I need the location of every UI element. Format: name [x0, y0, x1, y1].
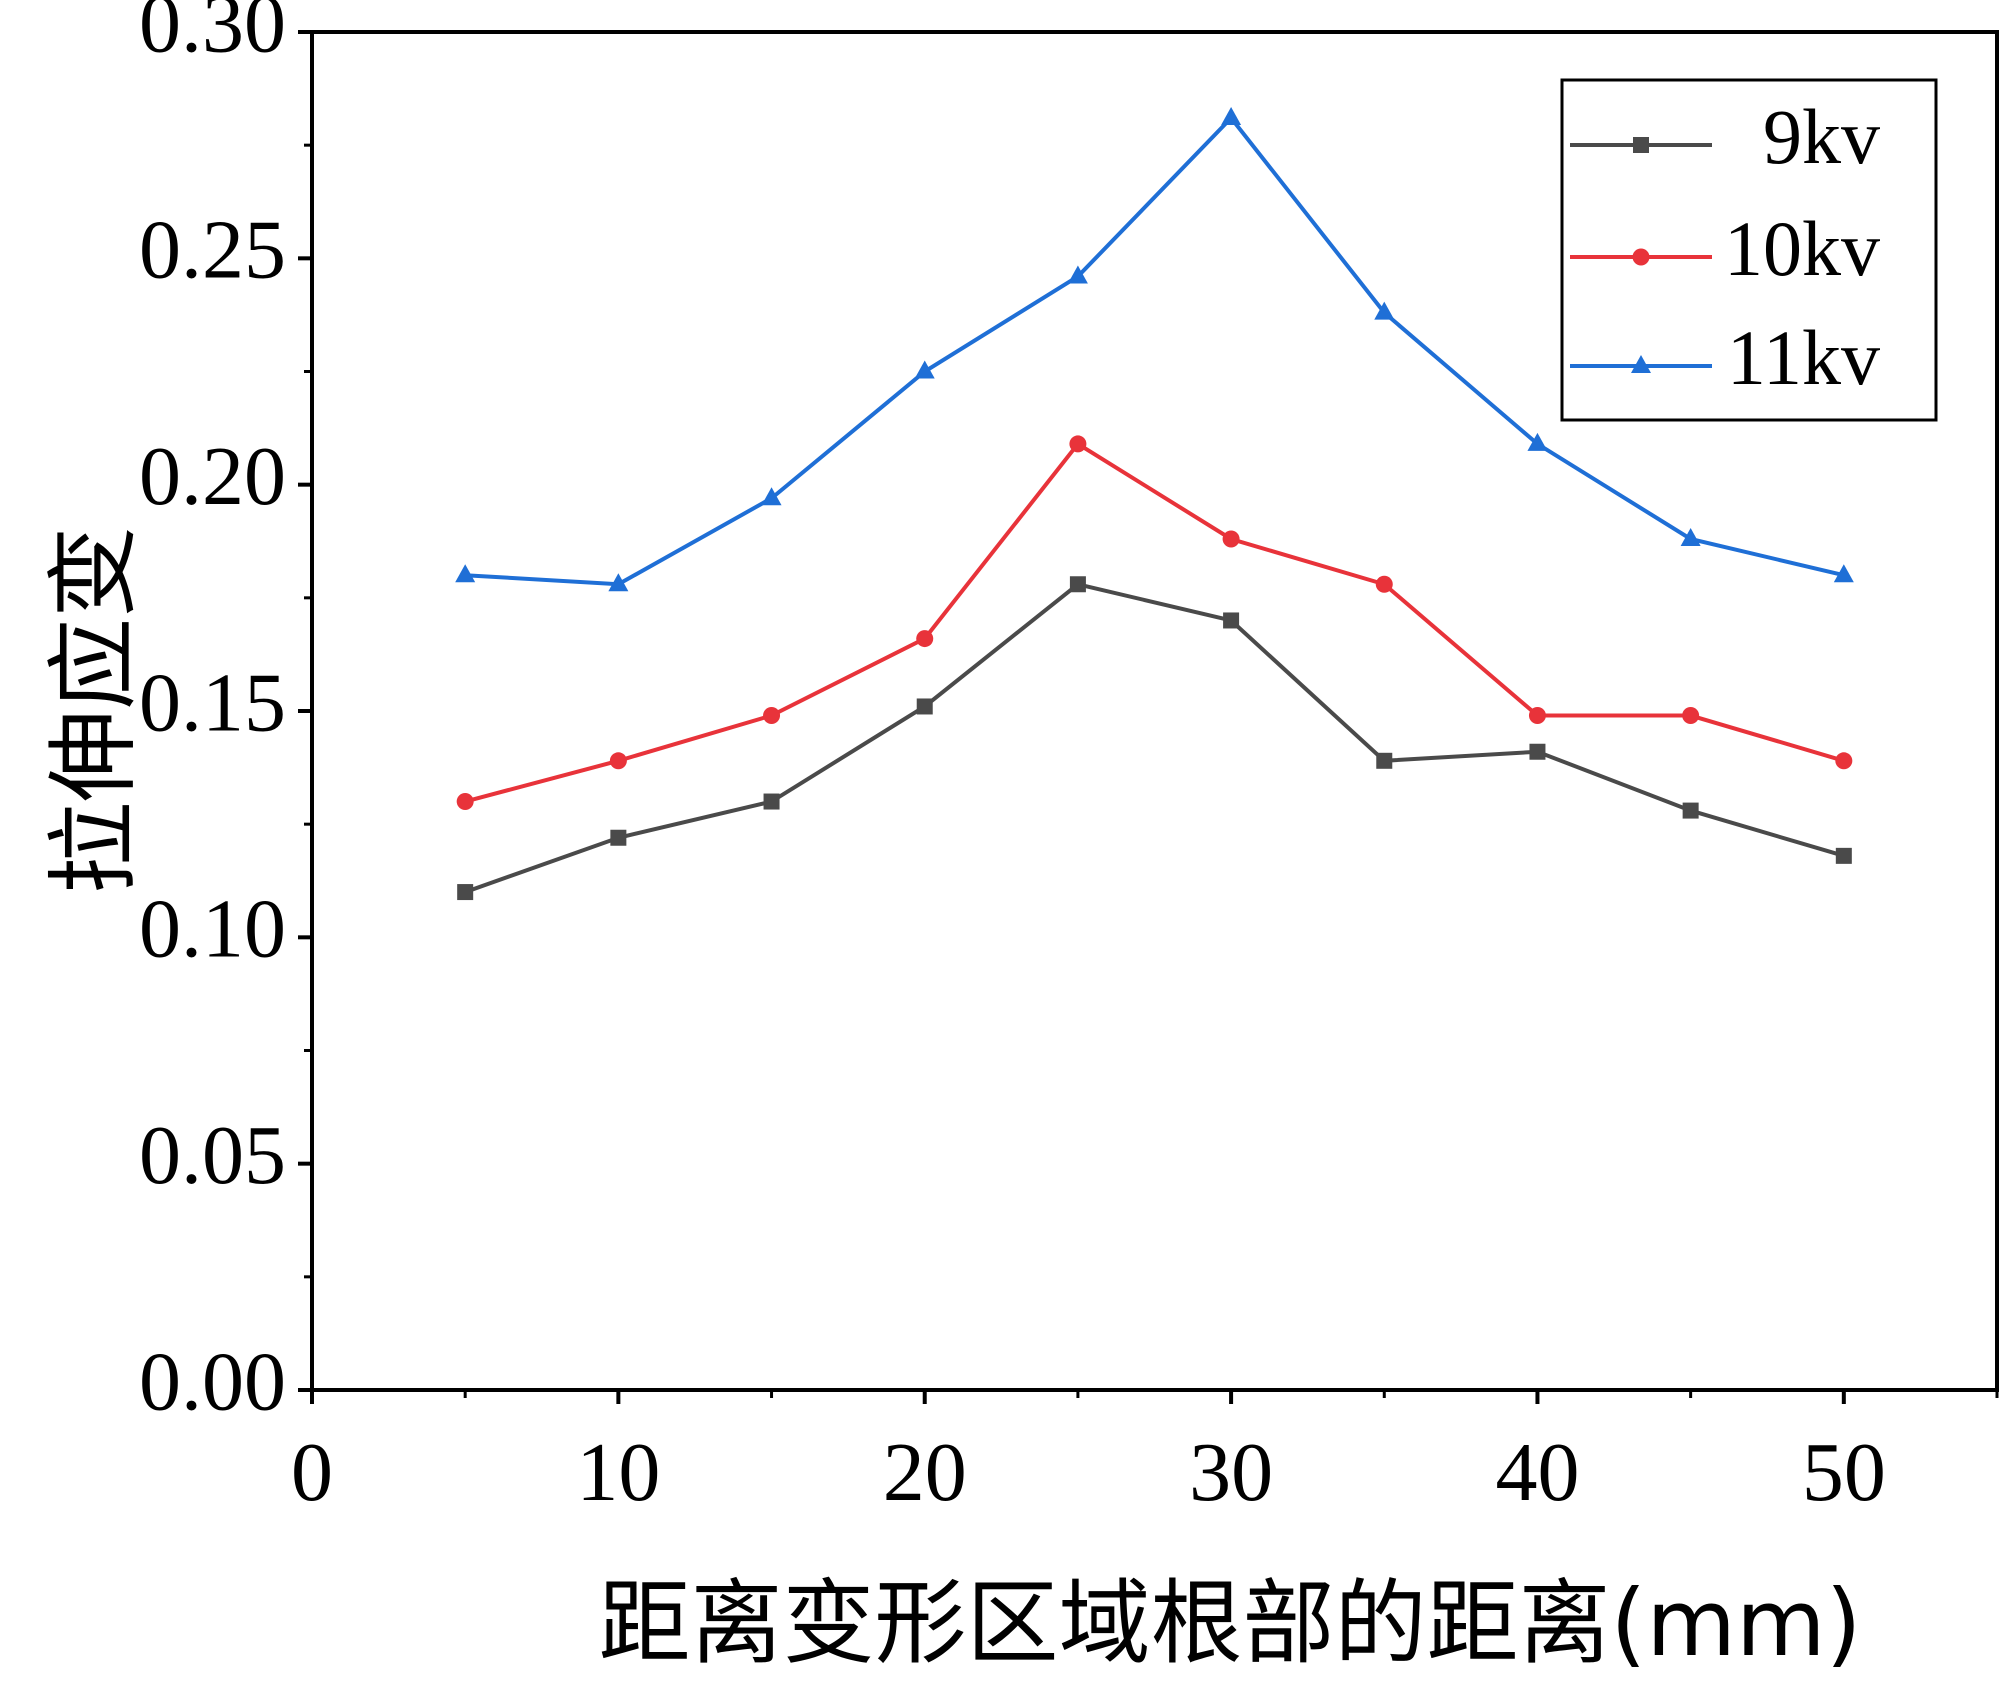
- data-point: [610, 829, 627, 846]
- series-line: [465, 114, 1845, 587]
- x-tick-label: 40: [1495, 1426, 1579, 1519]
- x-tick-label: 30: [1189, 1426, 1273, 1519]
- data-point: [914, 360, 935, 379]
- data-point: [1221, 107, 1242, 126]
- y-tick-label: 0.30: [139, 0, 286, 70]
- legend-box: [1560, 78, 1938, 422]
- data-point: [1833, 564, 1854, 583]
- y-axis-title: 拉伸应变: [40, 526, 147, 894]
- data-point: [1835, 847, 1852, 864]
- data-point: [608, 573, 629, 592]
- y-tick-label: 0.20: [139, 430, 286, 523]
- y-tick-label: 0.10: [139, 883, 286, 976]
- data-point: [1069, 435, 1087, 453]
- legend-label: 9kv: [1763, 93, 1880, 180]
- y-tick-label: 0.15: [139, 656, 286, 749]
- data-point: [1835, 752, 1853, 770]
- data-point: [763, 707, 781, 725]
- x-axis-title: 距离变形区域根部的距离(mm): [598, 1570, 1861, 1677]
- legend-item: 9kv: [1570, 93, 1880, 180]
- y-tick-label: 0.25: [139, 204, 286, 297]
- data-point: [1222, 530, 1240, 548]
- legend-item: 11kv: [1570, 314, 1880, 401]
- series-line: [464, 582, 1845, 894]
- legend-marker: [1631, 355, 1651, 373]
- data-point: [916, 630, 934, 648]
- data-point: [456, 793, 474, 811]
- series-layer: [455, 107, 1854, 901]
- series-line: [464, 441, 1845, 804]
- y-axis: 0.00 0.05 0.10 0.15 0.20 0.25 0.30: [139, 0, 312, 1428]
- legend-item: 10kv: [1570, 205, 1880, 292]
- data-point: [1680, 527, 1701, 546]
- data-point: [1376, 752, 1393, 769]
- legend-marker: [1632, 248, 1650, 266]
- data-point: [1682, 802, 1699, 819]
- data-point: [1374, 301, 1395, 320]
- data-point: [1529, 743, 1546, 760]
- y-tick-label: 0.05: [139, 1109, 286, 1202]
- x-tick-label: 50: [1802, 1426, 1886, 1519]
- series-11kv: [455, 107, 1854, 592]
- data-point: [763, 793, 780, 810]
- legend-label: 11kv: [1727, 314, 1880, 401]
- x-tick-label: 0: [291, 1426, 333, 1519]
- y-tick-label: 0.00: [139, 1335, 286, 1428]
- x-tick-label: 10: [576, 1426, 660, 1519]
- data-point: [457, 884, 474, 901]
- x-axis: 0 10 20 30 40 50: [291, 1390, 1999, 1519]
- series-9kv: [457, 576, 1852, 901]
- x-tick-label: 20: [883, 1426, 967, 1519]
- legend-label: 10kv: [1724, 205, 1880, 292]
- data-point: [1527, 432, 1548, 451]
- data-point: [1682, 707, 1700, 725]
- data-point: [1069, 576, 1086, 593]
- series-10kv: [456, 435, 1853, 811]
- legend-marker: [1633, 137, 1649, 153]
- data-point: [609, 752, 627, 770]
- data-point: [761, 487, 782, 506]
- data-point: [455, 564, 476, 583]
- data-point: [1223, 612, 1240, 629]
- data-point: [1528, 707, 1546, 725]
- legend: 9kv 10kv 11kv: [1560, 78, 1938, 422]
- data-point: [916, 698, 933, 715]
- data-point: [1375, 575, 1393, 593]
- data-point: [1067, 265, 1088, 284]
